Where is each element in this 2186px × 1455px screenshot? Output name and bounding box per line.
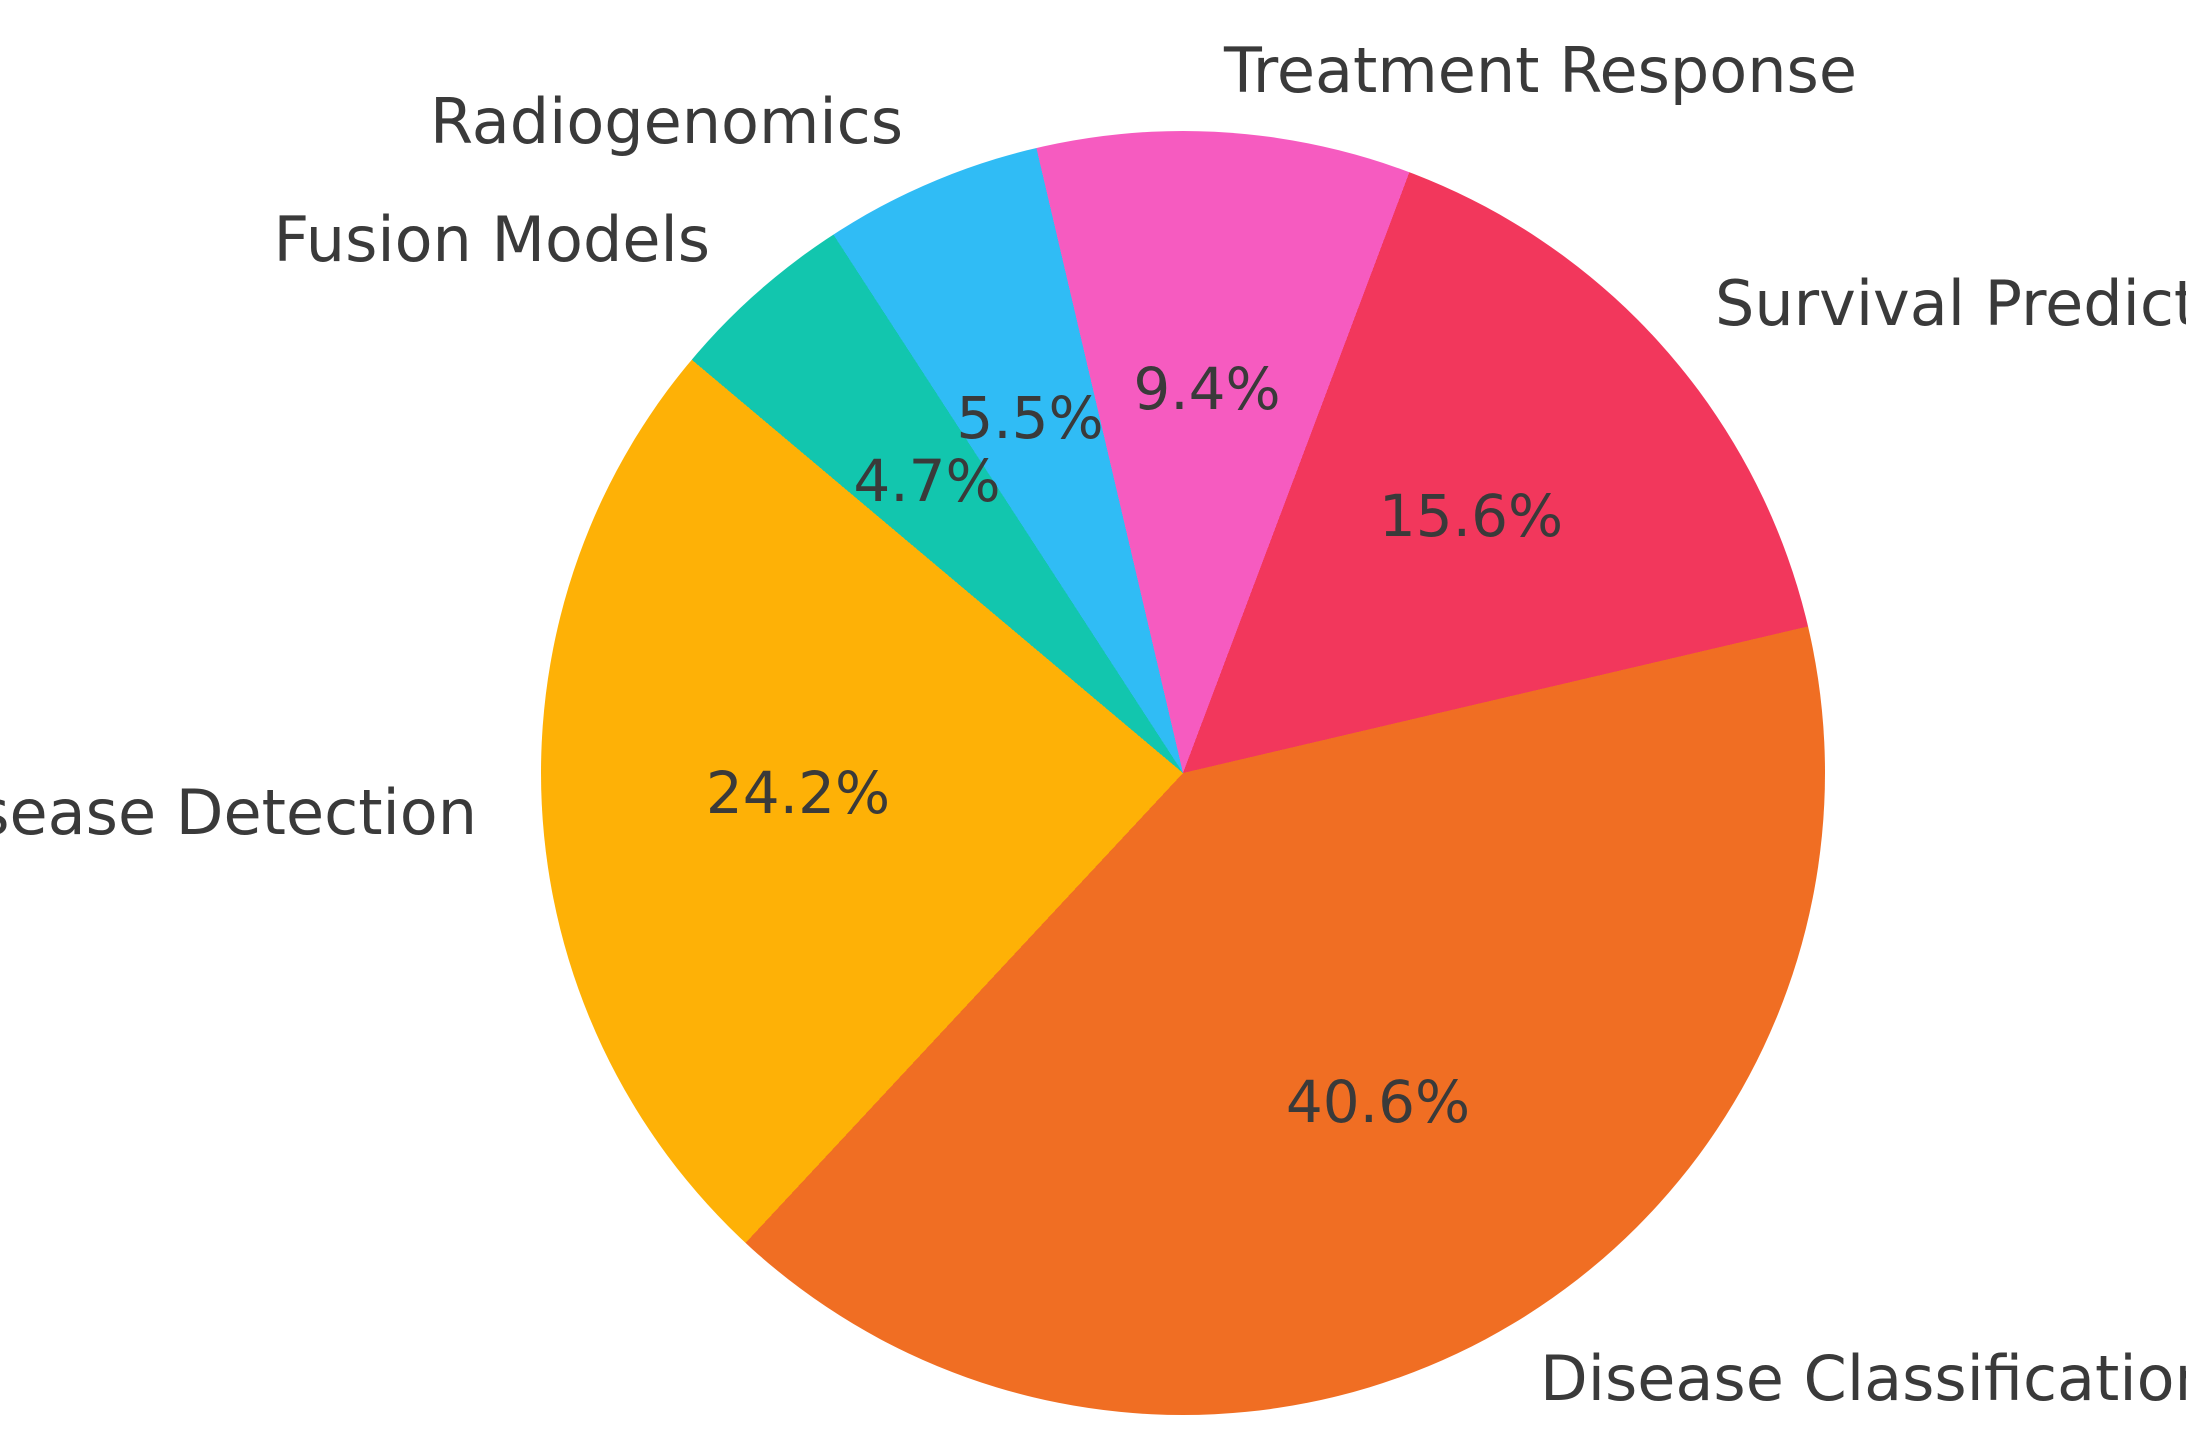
slice-pct-radiogenomics: 5.5% xyxy=(956,384,1104,452)
slice-label-disease-detection: Disease Detection xyxy=(0,776,477,849)
slice-pct-fusion-models: 4.7% xyxy=(853,447,1001,515)
slice-pct-treatment-response: 9.4% xyxy=(1133,355,1281,423)
slice-label-treatment-response: Treatment Response xyxy=(1224,34,1857,107)
slice-pct-disease-detection: 24.2% xyxy=(705,759,891,827)
slice-pct-disease-classification: 40.6% xyxy=(1285,1068,1471,1136)
slice-label-disease-classification: Disease Classification xyxy=(1540,1342,2186,1415)
pie-chart xyxy=(541,131,1825,1415)
slice-label-survival-prediction: Survival Prediction xyxy=(1715,267,2186,340)
slice-pct-survival-prediction: 15.6% xyxy=(1378,482,1564,550)
slice-label-fusion-models: Fusion Models xyxy=(273,203,710,276)
slice-label-radiogenomics: Radiogenomics xyxy=(430,85,903,158)
